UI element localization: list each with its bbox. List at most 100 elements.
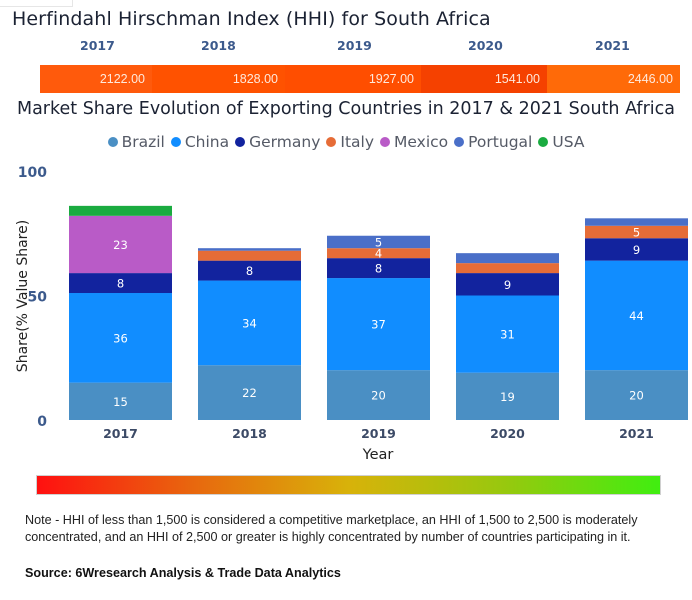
- data-label: 23: [113, 238, 128, 252]
- hhi-color-scale: [36, 475, 661, 495]
- legend-label: Italy: [340, 133, 375, 151]
- footnote: Note - HHI of less than 1,500 is conside…: [25, 513, 638, 544]
- bar-segment-germany[interactable]: [69, 273, 172, 294]
- legend-dot-icon: [538, 137, 549, 147]
- data-label: 20: [371, 389, 386, 403]
- hhi-year-header: 2017 2018 2019 2020 2021: [0, 38, 692, 56]
- bar-segment-brazil[interactable]: [456, 372, 559, 420]
- hhi-cell: 1927.00: [285, 65, 421, 93]
- hhi-value: 1541.00: [494, 72, 540, 86]
- legend-item[interactable]: Mexico: [380, 133, 448, 151]
- data-label: 4: [375, 247, 382, 261]
- bar-segment-italy[interactable]: [585, 225, 688, 239]
- bar-stack-2020: 19 31 9: [456, 253, 559, 420]
- legend-dot-icon: [170, 137, 181, 147]
- bar-stack-2019: 20 37 845: [327, 235, 430, 420]
- hhi-year-label: 2020: [468, 38, 503, 53]
- data-label: 22: [242, 386, 257, 400]
- bar-segment-portugal[interactable]: [456, 253, 559, 264]
- data-label: 20: [629, 389, 644, 403]
- bar-segment-china[interactable]: [69, 293, 172, 383]
- bar-segment-germany[interactable]: [327, 258, 430, 279]
- bar-segment-portugal[interactable]: [198, 248, 301, 251]
- data-label: 15: [113, 395, 128, 409]
- bar-segment-italy[interactable]: [456, 263, 559, 274]
- data-label: 8: [246, 264, 253, 278]
- hhi-value: 2122.00: [99, 72, 145, 86]
- x-tick-label: 2021: [619, 426, 654, 441]
- legend-item[interactable]: Portugal: [454, 133, 532, 151]
- bar-segment-italy[interactable]: [327, 248, 430, 259]
- bar-segment-usa[interactable]: [69, 205, 172, 216]
- legend-item[interactable]: Brazil: [107, 133, 165, 151]
- data-label: 9: [633, 243, 640, 257]
- legend-label: Brazil: [121, 133, 165, 151]
- legend-label: Germany: [249, 133, 321, 151]
- bar-segment-brazil[interactable]: [585, 370, 688, 420]
- bar-segment-germany[interactable]: [198, 260, 301, 281]
- bar-stack-2018: 22 34 8: [198, 248, 301, 420]
- hhi-cell: 1541.00: [421, 65, 547, 93]
- y-tick-label: 50: [28, 290, 48, 306]
- legend-label: USA: [552, 133, 585, 151]
- legend-dot-icon: [107, 137, 118, 147]
- legend-label: China: [184, 133, 230, 151]
- hhi-year-label: 2017: [80, 38, 115, 53]
- legend-label: Mexico: [394, 133, 449, 151]
- bar-segment-brazil[interactable]: [327, 370, 430, 420]
- bar-segment-brazil[interactable]: [69, 382, 172, 420]
- chart-legend: Brazil China Germany Italy Mexico Portug…: [0, 133, 692, 151]
- x-tick-label: 2020: [490, 426, 525, 441]
- hhi-cell: 2122.00: [40, 65, 152, 93]
- x-tick-label: 2018: [232, 426, 267, 441]
- bar-segment-china[interactable]: [585, 260, 688, 371]
- legend-item[interactable]: Germany: [235, 133, 320, 151]
- hhi-year-label: 2018: [201, 38, 236, 53]
- legend-dot-icon: [235, 137, 246, 147]
- hhi-value: 1828.00: [232, 72, 278, 86]
- y-tick-label: 100: [18, 165, 47, 181]
- stacked-bar-chart: 0 50 100 Share(% Value Share) 15 36 8 23 22 34 8…: [15, 165, 688, 463]
- bar-segment-brazil[interactable]: [198, 365, 301, 420]
- legend-dot-icon: [380, 137, 391, 147]
- hhi-title: Herfindahl Hirschman Index (HHI) for Sou…: [12, 8, 491, 30]
- data-label: 37: [371, 318, 386, 332]
- corner-frame: [0, 0, 73, 7]
- legend-item[interactable]: Italy: [326, 133, 374, 151]
- data-label: 44: [629, 309, 644, 323]
- bar-segment-portugal[interactable]: [585, 218, 688, 226]
- hhi-value: 1927.00: [368, 72, 414, 86]
- bar-stack-2021: 20 44 9 5: [585, 218, 688, 420]
- data-label: 8: [375, 262, 382, 276]
- data-label: 36: [113, 331, 128, 345]
- hhi-year-label: 2019: [337, 38, 372, 53]
- legend-item[interactable]: USA: [538, 133, 584, 151]
- data-label: 8: [117, 277, 124, 291]
- hhi-cell: 2446.00: [547, 65, 680, 93]
- x-axis-label: Year: [362, 447, 394, 463]
- hhi-year-label: 2021: [595, 38, 630, 53]
- bar-segment-china[interactable]: [198, 280, 301, 366]
- bar-segment-portugal[interactable]: [327, 235, 430, 249]
- y-axis-label: Share(% Value Share): [15, 220, 31, 372]
- bar-segment-china[interactable]: [327, 278, 430, 371]
- chart-title: Market Share Evolution of Exporting Coun…: [16, 99, 675, 119]
- x-axis: 2017 2018 2019 2020 2021: [103, 426, 654, 441]
- data-label: 5: [633, 226, 640, 240]
- data-label: 34: [242, 316, 257, 330]
- bar-segment-germany[interactable]: [456, 273, 559, 296]
- x-tick-label: 2017: [103, 426, 138, 441]
- bar-segment-china[interactable]: [456, 295, 559, 373]
- hhi-value: 2446.00: [627, 72, 673, 86]
- bar-stack-2017: 15 36 8 23: [69, 205, 172, 420]
- hhi-value-bar: 2122.00 1828.00 1927.00 1541.00 2446.00: [40, 65, 680, 93]
- data-label: 5: [375, 235, 382, 249]
- data-label: 31: [500, 328, 515, 342]
- legend-dot-icon: [326, 137, 337, 147]
- y-axis: 0 50 100: [18, 165, 47, 430]
- bar-segment-mexico[interactable]: [69, 215, 172, 274]
- bar-segment-germany[interactable]: [585, 238, 688, 261]
- legend-item[interactable]: China: [170, 133, 230, 151]
- bar-segment-italy[interactable]: [198, 250, 301, 261]
